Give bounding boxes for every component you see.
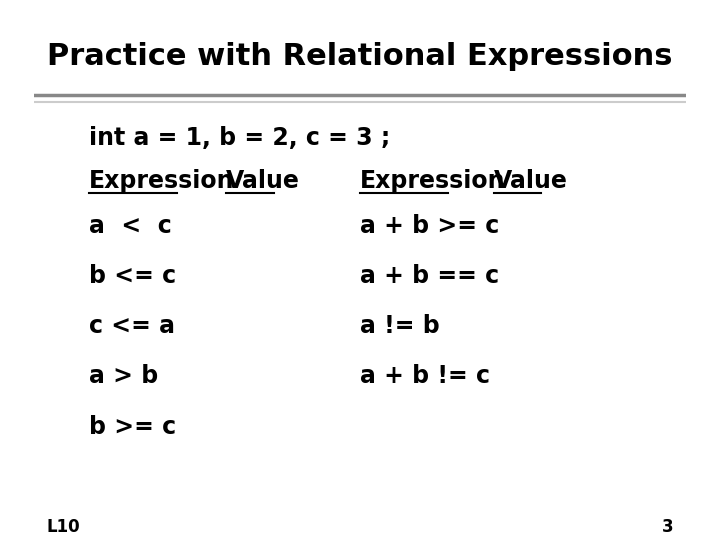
Text: Practice with Relational Expressions: Practice with Relational Expressions	[48, 42, 672, 71]
Text: Value: Value	[494, 169, 567, 193]
Text: a != b: a != b	[360, 314, 440, 338]
Text: b <= c: b <= c	[89, 264, 176, 288]
Text: a + b != c: a + b != c	[360, 364, 490, 388]
Text: c <= a: c <= a	[89, 314, 175, 338]
Text: a + b == c: a + b == c	[360, 264, 499, 288]
Text: int a = 1, b = 2, c = 3 ;: int a = 1, b = 2, c = 3 ;	[89, 126, 390, 150]
Text: a  <  c: a < c	[89, 214, 172, 238]
Text: a > b: a > b	[89, 364, 158, 388]
Text: L10: L10	[47, 517, 81, 536]
Text: Expression: Expression	[360, 169, 505, 193]
Text: 3: 3	[662, 517, 673, 536]
Text: a + b >= c: a + b >= c	[360, 214, 499, 238]
Text: Expression: Expression	[89, 169, 235, 193]
Text: b >= c: b >= c	[89, 415, 176, 438]
Text: Value: Value	[226, 169, 300, 193]
